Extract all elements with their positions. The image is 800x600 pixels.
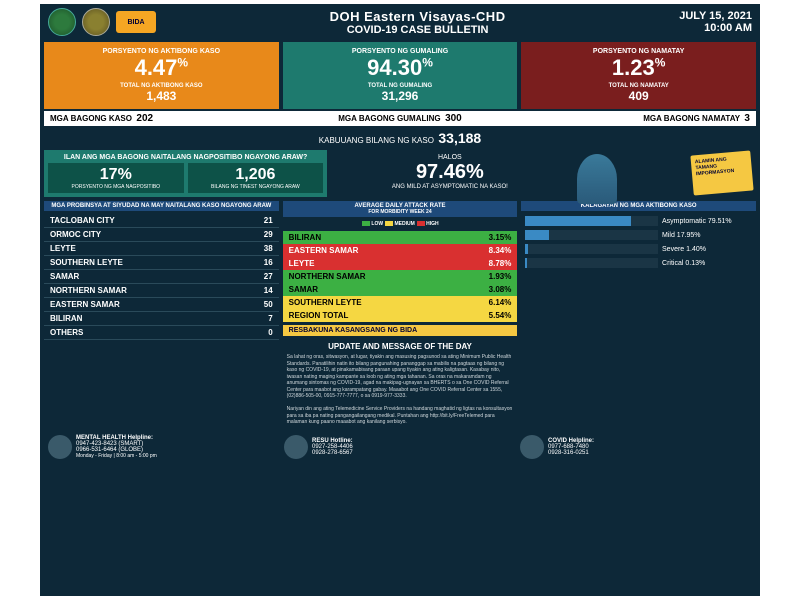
province-row: SAMAR27 bbox=[44, 270, 279, 284]
phone-icon bbox=[520, 435, 544, 459]
recovered-stat: PORSYENTO NG GUMALING 94.30% TOTAL NG GU… bbox=[283, 42, 518, 109]
province-row: TACLOBAN CITY21 bbox=[44, 214, 279, 228]
mild-box: HALOS 97.46% ANG MILD AT ASYMPTOMATIC NA… bbox=[331, 150, 568, 197]
adar-row: LEYTE8.78% bbox=[283, 257, 518, 270]
status-row: Mild 17.95% bbox=[521, 228, 756, 242]
status-row: Asymptomatic 79.51% bbox=[521, 214, 756, 228]
nurse-graphic: ALAMIN ANG TAMANG IMPORMASYON bbox=[573, 150, 756, 197]
province-row: BILIRAN7 bbox=[44, 312, 279, 326]
subtitle: COVID-19 CASE BULLETIN bbox=[162, 24, 673, 36]
resu-hotline: RESU Hotline: 0927-258-4406 0928-278-656… bbox=[284, 435, 516, 459]
adar-row: BILIRAN3.15% bbox=[283, 231, 518, 244]
bida-logo: BIDA bbox=[116, 11, 156, 33]
new-stats-row: MGA BAGONG KASO 202 MGA BAGONG GUMALING … bbox=[44, 111, 756, 126]
main-stats: PORSYENTO NG AKTIBONG KASO 4.47% TOTAL N… bbox=[40, 40, 760, 111]
total-cases: KABUUANG BILANG NG KASO 33,188 bbox=[44, 128, 756, 148]
province-row: OTHERS0 bbox=[44, 326, 279, 340]
province-row: ORMOC CITY29 bbox=[44, 228, 279, 242]
time: 10:00 AM bbox=[679, 22, 752, 34]
message-box: UPDATE AND MESSAGE OF THE DAY Sa lahat n… bbox=[283, 339, 518, 429]
adar-row: NORTHERN SAMAR1.93% bbox=[283, 270, 518, 283]
resu-icon bbox=[284, 435, 308, 459]
deaths-stat: PORSYENTO NG NAMATAY 1.23% TOTAL NG NAMA… bbox=[521, 42, 756, 109]
province-row: SOUTHERN LEYTE16 bbox=[44, 256, 279, 270]
header: BIDA DOH Eastern Visayas-CHD COVID-19 CA… bbox=[40, 4, 760, 40]
region-logo bbox=[82, 8, 110, 36]
adar-row: SOUTHERN LEYTE6.14% bbox=[283, 296, 518, 309]
doh-logo bbox=[48, 8, 76, 36]
adar-row: EASTERN SAMAR8.34% bbox=[283, 244, 518, 257]
hotlines: MENTAL HEALTH Helpline: 0947-423-8423 (S… bbox=[44, 431, 756, 463]
title: DOH Eastern Visayas-CHD bbox=[162, 9, 673, 24]
province-row: NORTHERN SAMAR14 bbox=[44, 284, 279, 298]
positivity-box: ILAN ANG MGA BAGONG NAITALANG NAGPOSITIB… bbox=[44, 150, 327, 197]
provinces-header: MGA PROBINSYA AT SIYUDAD NA MAY NAITALAN… bbox=[44, 201, 279, 211]
adar-header: AVERAGE DAILY ATTACK RATE FOR MORBIDITY … bbox=[283, 201, 518, 217]
resbakuna-banner: RESBAKUNA KASANGSANG NG BIDA bbox=[283, 325, 518, 336]
mental-hotline: MENTAL HEALTH Helpline: 0947-423-8423 (S… bbox=[48, 435, 280, 459]
adar-row: SAMAR3.08% bbox=[283, 283, 518, 296]
status-header: KALAGAYAN NG MGA AKTIBONG KASO bbox=[521, 201, 756, 211]
adar-legend: LOW MEDIUM HIGH bbox=[283, 220, 518, 228]
status-row: Critical 0.13% bbox=[521, 256, 756, 270]
adar-row: REGION TOTAL5.54% bbox=[283, 309, 518, 322]
active-stat: PORSYENTO NG AKTIBONG KASO 4.47% TOTAL N… bbox=[44, 42, 279, 109]
covid-hotline: COVID Helpline: 0977-688-7480 0928-316-0… bbox=[520, 435, 752, 459]
status-row: Severe 1.40% bbox=[521, 242, 756, 256]
brain-icon bbox=[48, 435, 72, 459]
province-row: LEYTE38 bbox=[44, 242, 279, 256]
date: JULY 15, 2021 bbox=[679, 10, 752, 22]
province-row: EASTERN SAMAR50 bbox=[44, 298, 279, 312]
